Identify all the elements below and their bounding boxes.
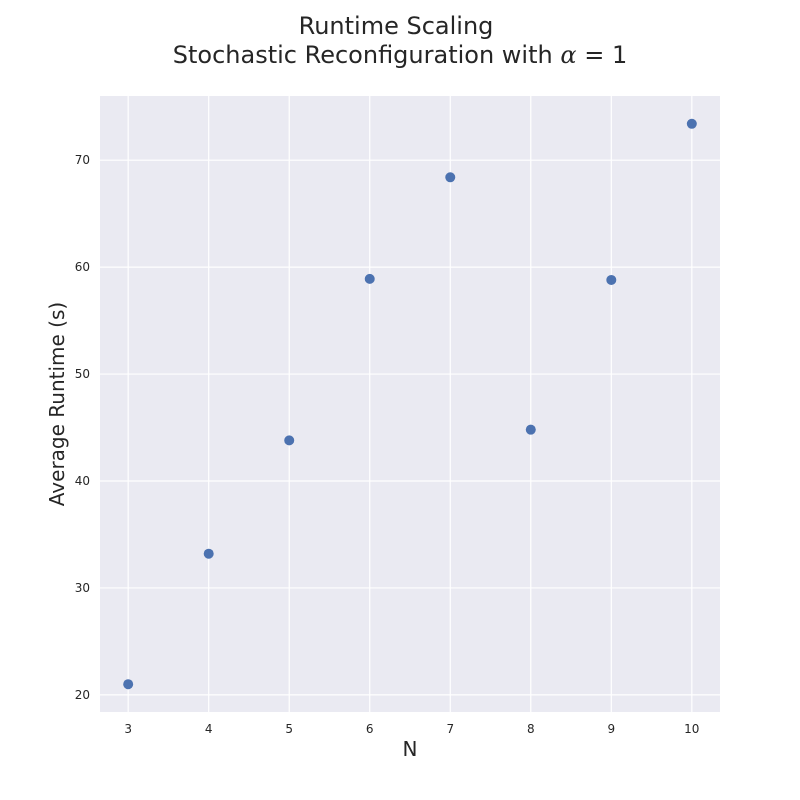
- y-axis-label: Average Runtime (s): [45, 302, 69, 506]
- chart-title-line1: Runtime Scaling: [299, 12, 494, 40]
- y-tick-label: 50: [75, 367, 90, 381]
- x-tick-label: 8: [527, 722, 535, 736]
- data-point: [123, 679, 134, 690]
- y-tick-label: 60: [75, 260, 90, 274]
- data-points: [123, 118, 697, 690]
- y-tick-label: 20: [75, 688, 90, 702]
- data-point: [525, 424, 536, 435]
- y-tick-label: 40: [75, 474, 90, 488]
- x-gridlines: [127, 96, 693, 712]
- x-tick-label: 5: [285, 722, 293, 736]
- plot-area: [100, 96, 720, 712]
- data-point: [445, 172, 456, 183]
- x-tick-labels: 3 4 5 6 7 8 9 10: [124, 722, 699, 736]
- data-point: [606, 274, 617, 285]
- x-tick-label: 7: [446, 722, 454, 736]
- y-tick-label: 30: [75, 581, 90, 595]
- x-tick-label: 10: [684, 722, 699, 736]
- data-point: [284, 435, 295, 446]
- y-tick-labels: 20 30 40 50 60 70: [75, 153, 90, 702]
- x-tick-label: 3: [124, 722, 132, 736]
- chart-title-line2: Stochastic Reconfiguration with α = 1: [173, 41, 627, 69]
- data-point: [686, 118, 697, 129]
- chart-title-math-rest: = 1: [577, 41, 628, 69]
- x-tick-label: 6: [366, 722, 374, 736]
- y-tick-label: 70: [75, 153, 90, 167]
- x-tick-label: 9: [607, 722, 615, 736]
- y-gridlines: [100, 159, 720, 696]
- x-axis-label: N: [403, 737, 418, 761]
- x-tick-label: 4: [205, 722, 213, 736]
- data-point: [364, 273, 375, 284]
- data-point: [203, 548, 214, 559]
- chart-title-math-symbol: α: [560, 41, 576, 69]
- chart-title-line2-prefix: Stochastic Reconfiguration with: [173, 41, 561, 69]
